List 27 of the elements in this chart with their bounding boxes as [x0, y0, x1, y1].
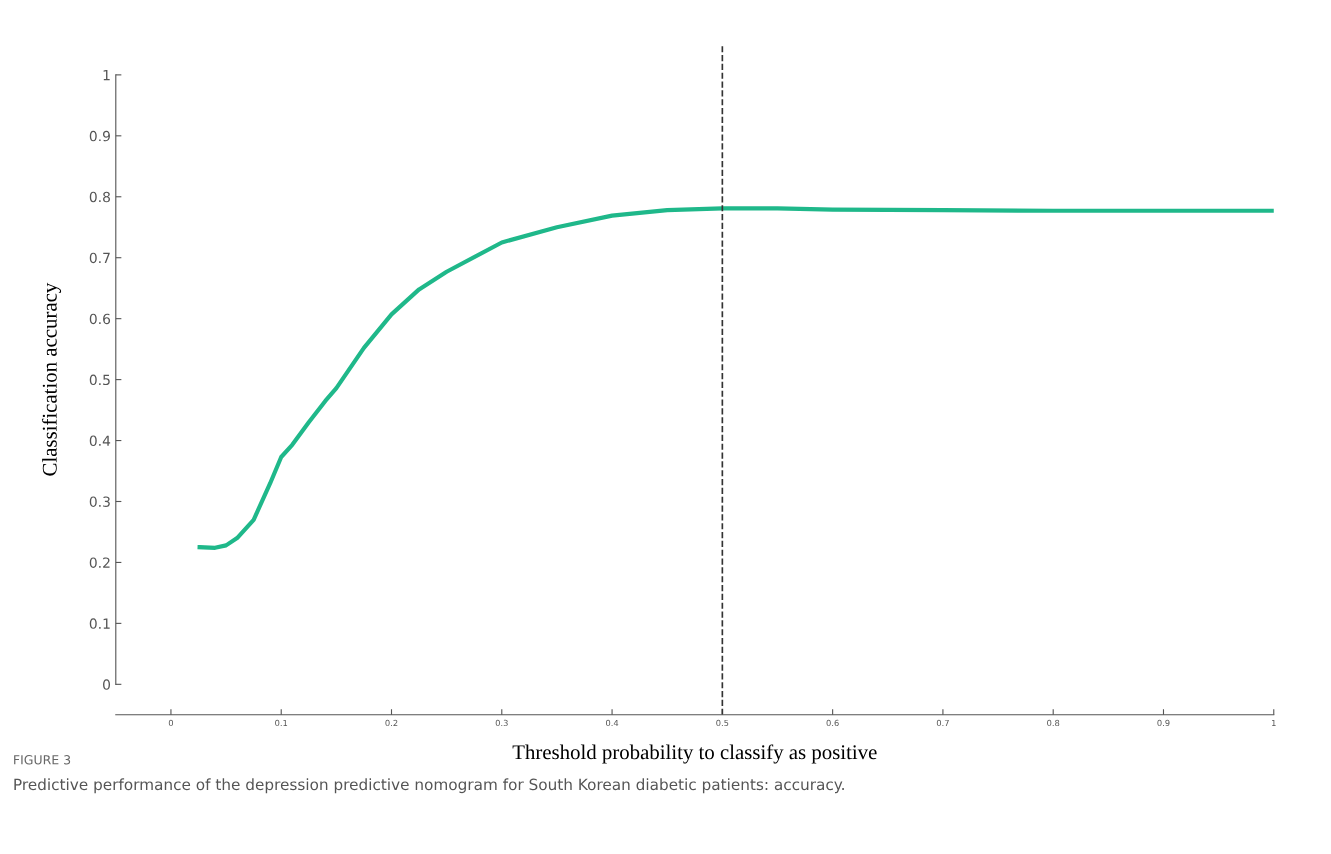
x-tick-label: 0.4 — [605, 719, 619, 727]
caption: FIGURE 3 — [14, 755, 71, 765]
y-tick-label: 0.9 — [89, 130, 110, 142]
x-tick-label: 0.2 — [385, 719, 398, 727]
y-tick-label: 0.2 — [89, 557, 110, 568]
y-tick-label: 0.1 — [89, 618, 110, 629]
line-series — [197, 206, 1274, 550]
y-tick-label: 0.5 — [89, 374, 110, 386]
x-tick-label: 1 — [1272, 719, 1276, 726]
y-tick-label: 0.8 — [89, 191, 110, 203]
x-tick-label: 0.3 — [495, 719, 508, 727]
x-tick-label: 0.1 — [275, 719, 288, 727]
x-tick-label: 0.8 — [1047, 719, 1060, 727]
y-tick-label: 0.6 — [89, 313, 111, 325]
y-tick-label: 0.4 — [89, 435, 111, 447]
x-axis-title: Threshold probability to classify as positive — [512, 744, 877, 764]
x-tick-label: 0.9 — [1157, 719, 1170, 727]
x-tick-label: 0.6 — [826, 719, 839, 727]
y-tick-label: 0 — [103, 679, 111, 690]
y-axis-title: Classification accuracy — [41, 282, 62, 476]
text: Predictive performance of the depression predictive nomogram for South Korean diabetic patients: accuracy. — [14, 778, 844, 794]
x-tick-label: 0.7 — [936, 719, 949, 727]
x-tick-label: 0 — [168, 719, 174, 727]
y-tick-label: 1 — [103, 70, 110, 81]
y-tick-label: 0.3 — [89, 496, 110, 507]
y-tick-label: 0.7 — [89, 252, 110, 264]
x-tick-label: 0.5 — [716, 719, 729, 727]
